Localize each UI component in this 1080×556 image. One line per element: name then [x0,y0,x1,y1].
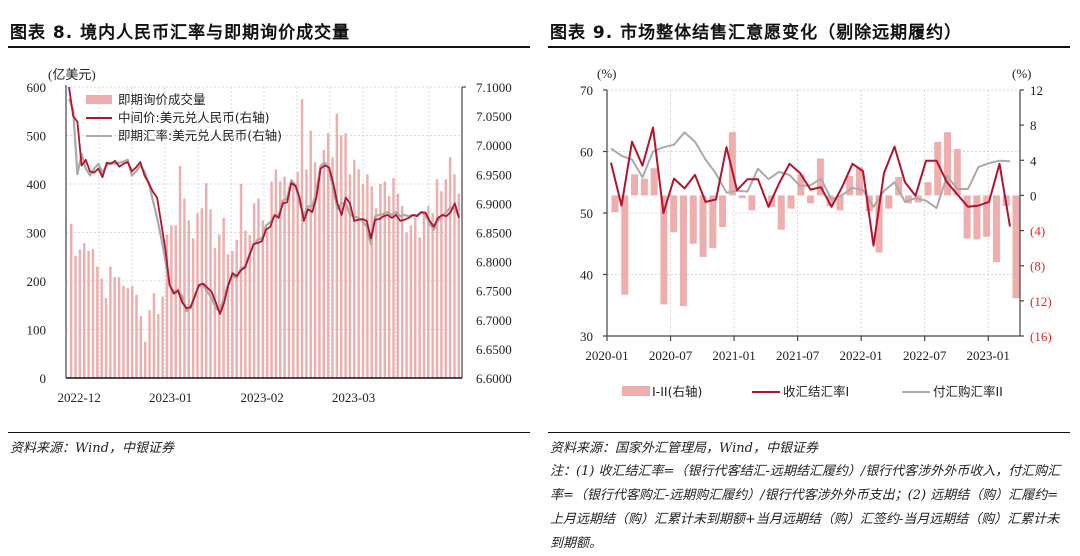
svg-text:2023-02: 2023-02 [240,390,283,405]
x-axis-ticks: 2020-01 2020-07 2021-01 2021-07 2022-01 2022-… [585,348,1010,363]
svg-text:2021-07: 2021-07 [776,348,820,363]
figure-8-title: 图表 8. 境内人民币汇率与即期询价成交量 [10,23,351,43]
svg-text:2021-01: 2021-01 [712,348,755,363]
svg-text:6.7000: 6.7000 [476,313,512,328]
x-axis-ticks: 2022-12 2023-01 2023-02 2023-03 [58,390,376,405]
svg-text:(8): (8) [1030,259,1045,274]
svg-text:6.6000: 6.6000 [476,371,512,386]
figure-9-bottom-rule [548,432,1070,433]
left-axis-ticks: 0 100 200 300 400 500 600 [27,80,47,386]
svg-text:300: 300 [27,226,47,241]
left-axis-ticks: 30 40 50 60 70 [580,83,593,344]
figure-9-title: 图表 9. 市场整体结售汇意愿变化（剔除远期履约） [550,23,963,43]
figure-8-source: 资料来源：Wind，中银证券 [10,441,174,456]
svg-text:100: 100 [27,323,47,338]
svg-text:I-II(右轴): I-II(右轴) [652,384,702,399]
gridlines [607,89,1020,336]
svg-text:(12): (12) [1030,294,1052,309]
svg-text:6.7500: 6.7500 [476,284,512,299]
svg-text:2023-01: 2023-01 [149,390,192,405]
svg-text:0: 0 [1030,188,1037,203]
svg-text:40: 40 [580,268,593,283]
figure-8-bottom-rule [8,432,530,433]
line-series-purchase-ratio [610,131,1011,210]
svg-text:7.0500: 7.0500 [476,109,512,124]
svg-text:即期询价成交量: 即期询价成交量 [118,92,206,107]
svg-text:60: 60 [580,145,593,160]
legend-swatch-bar [86,95,112,104]
svg-text:6.9000: 6.9000 [476,196,512,211]
figure-8-title-rule [8,46,530,48]
figure-9-panel: 图表 9. 市场整体结售汇意愿变化（剔除远期履约） 30 40 50 60 70 (%)(… [540,0,1080,553]
svg-text:2022-01: 2022-01 [839,348,882,363]
legend: I-II(右轴) 收汇结汇率I 付汇购汇率II [622,384,1003,399]
line-series-spot-rate [67,98,460,313]
line-series-settlement-ratio [610,126,1011,247]
bar-series-volume [69,99,461,379]
svg-text:收汇结汇率I: 收汇结汇率I [783,384,849,399]
svg-text:2023-03: 2023-03 [332,390,375,405]
svg-text:(16): (16) [1030,329,1052,344]
svg-text:中间价:美元兑人民币(右轴): 中间价:美元兑人民币(右轴) [118,110,269,125]
svg-text:4: 4 [1030,153,1037,168]
figure-9-chart: 30 40 50 60 70 (%) (16) (12) (8) (4) 0 4 8 12 (%) 2020-… [580,66,1052,399]
svg-text:8: 8 [1030,118,1037,133]
svg-text:0: 0 [40,371,47,386]
right-axis-ticks: (16) (12) (8) (4) 0 4 8 12 [1030,83,1052,344]
svg-text:50: 50 [580,206,593,221]
svg-text:6.6500: 6.6500 [476,342,512,357]
svg-text:2023-01: 2023-01 [967,348,1010,363]
svg-text:30: 30 [580,329,593,344]
svg-text:6.8500: 6.8500 [476,226,512,241]
svg-text:2020-01: 2020-01 [585,348,628,363]
svg-text:400: 400 [27,177,47,192]
left-axis-unit: (%) [597,66,617,81]
svg-text:600: 600 [27,80,47,95]
svg-text:12: 12 [1030,83,1043,98]
svg-text:7.0000: 7.0000 [476,138,512,153]
left-axis-unit: (亿美元) [48,67,96,82]
svg-text:2020-07: 2020-07 [649,348,693,363]
svg-text:2022-12: 2022-12 [58,390,101,405]
svg-text:200: 200 [27,274,47,289]
bar-series-diff [611,132,1020,307]
figure-9-note: 注：(1) 收汇结汇率=（银行代客结汇-远期结汇履约）/银行代客涉外外币收入，付… [550,464,1061,551]
legend-swatch-bar [622,386,650,396]
line-series-central-parity [68,86,460,315]
svg-text:付汇购汇率II: 付汇购汇率II [933,384,1003,399]
figure-8-panel: 图表 8. 境内人民币汇率与即期询价成交量 0 100 200 300 400 500 60… [0,0,540,553]
figure-8-chart: 0 100 200 300 400 500 600(亿美元) 6.6000 6.6500 6.70… [27,67,512,405]
svg-text:即期汇率:美元兑人民币(右轴): 即期汇率:美元兑人民币(右轴) [118,128,282,143]
figure-9-title-rule [548,46,1070,48]
right-axis-ticks: 6.6000 6.6500 6.7000 6.7500 6.8000 6.8500 6.90… [476,80,512,386]
svg-text:6.8000: 6.8000 [476,255,512,270]
svg-text:6.9500: 6.9500 [476,167,512,182]
figure-9-source: 资料来源：国家外汇管理局，Wind，中银证券 [550,441,818,456]
svg-text:(4): (4) [1030,224,1045,239]
svg-text:70: 70 [580,83,593,98]
svg-text:2022-07: 2022-07 [903,348,947,363]
svg-text:500: 500 [27,129,47,144]
right-axis-unit: (%) [1012,66,1032,81]
svg-text:7.1000: 7.1000 [476,80,512,95]
